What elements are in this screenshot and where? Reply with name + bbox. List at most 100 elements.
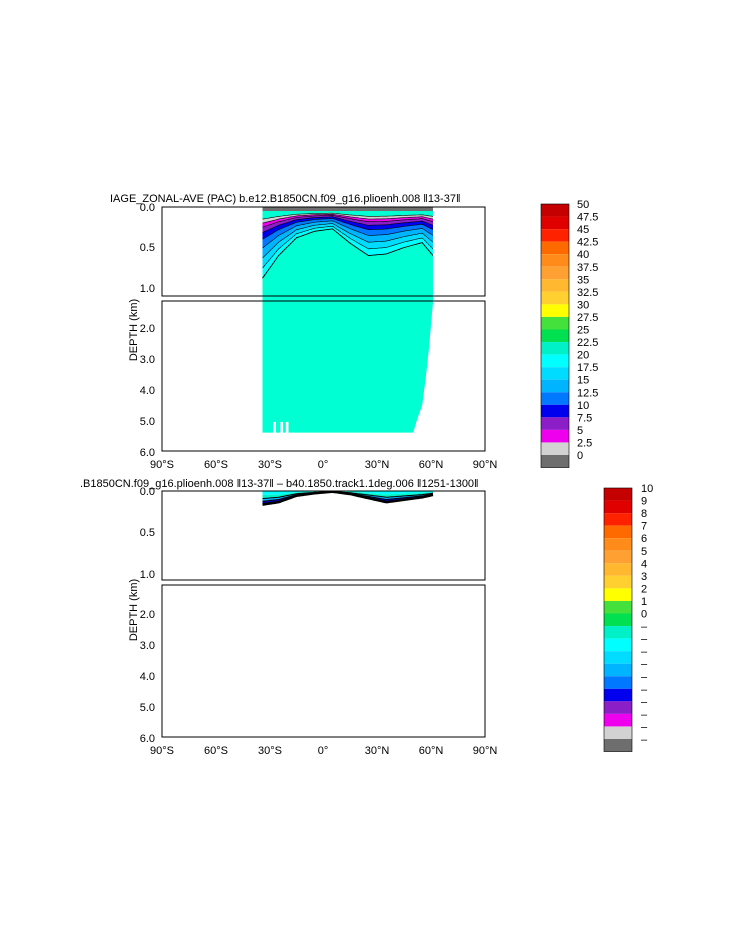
colorbar-1-swatch [541, 279, 569, 292]
panel-1-depth-band [262, 216, 433, 240]
colorbar-2-swatch [604, 726, 632, 739]
panel-1-x-tick-2: 30°S [258, 459, 282, 471]
panel-2: .B1850CN.f09_g16.plioenh.008 ‖13-37‖ – b… [80, 478, 653, 757]
panel-2-y-label: DEPTH (km) [128, 579, 140, 641]
colorbar-1-swatch [541, 266, 569, 280]
panel-2-contour-line [262, 490, 434, 506]
colorbar-2-swatch [604, 651, 632, 664]
panel-2-x-tick-0: 90°S [150, 745, 174, 757]
panel-2-y-tick-0: 0.0 [140, 486, 155, 498]
colorbar-2-label: – [641, 634, 648, 646]
panel-1-lower-ocean [262, 296, 433, 433]
colorbar-1-label: 45 [577, 224, 589, 236]
colorbar-2-label: – [641, 734, 648, 746]
panel-1-depth-band [262, 218, 433, 248]
colorbar-1-label: 0 [577, 450, 583, 462]
colorbar-2-label: 4 [641, 558, 647, 570]
panel-1-y-tick-6: 5.0 [140, 416, 155, 428]
panel-2-x-tick-5: 60°N [419, 745, 444, 757]
colorbar-2-swatch [604, 701, 632, 714]
colorbar-1-label: 20 [577, 350, 589, 362]
colorbar-1-swatch [541, 429, 569, 443]
colorbar-2-label: 5 [641, 546, 647, 558]
panel-1-depth-band [262, 214, 433, 228]
colorbar-2-swatch [604, 550, 632, 564]
panel-1-bathymetry-gap [285, 421, 289, 435]
panel-1-x-tick-6: 90°N [473, 459, 498, 471]
colorbar-1-label: 2.5 [577, 438, 592, 450]
colorbar-2-swatch [604, 713, 632, 727]
colorbar-2-label: – [641, 722, 648, 734]
colorbar-2-label: 0 [641, 609, 647, 621]
panel-2-x-ticks: 90°S 60°S 30°S 0° 30°N 60°N 90°N [150, 745, 497, 757]
colorbar-2-swatch [604, 739, 632, 752]
panel-2-y-tick-3: 2.0 [140, 609, 155, 621]
colorbar-1-swatch [541, 229, 569, 242]
panel-1-contour-line [262, 223, 434, 259]
colorbar-1-label: 30 [577, 299, 589, 311]
colorbar-1-swatch [541, 379, 569, 393]
colorbar-1-swatch [541, 442, 569, 455]
panel-2-x-tick-4: 30°N [365, 745, 390, 757]
panel-1-contour-line [262, 218, 434, 240]
colorbar-2-label: – [641, 696, 648, 708]
colorbar-2-swatch [604, 513, 632, 526]
panel-1-contour-line [262, 216, 434, 233]
colorbar-2-swatch [604, 600, 632, 614]
colorbar-2-swatch [604, 538, 632, 551]
colorbar-1-label: 27.5 [577, 312, 598, 324]
colorbar-2-frame [603, 487, 633, 752]
panel-1-contour-line [262, 220, 434, 249]
panel-2-x-tick-6: 90°N [473, 745, 498, 757]
panel-1-lower-frame [161, 300, 486, 452]
panel-2-y-tick-2: 1.0 [140, 569, 155, 581]
colorbar-1-label: 17.5 [577, 362, 598, 374]
colorbar-1-frame [540, 203, 570, 468]
colorbar-2-label: – [641, 671, 648, 683]
colorbar-2-swatch [604, 688, 632, 702]
colorbar-1-label: 40 [577, 249, 589, 261]
panel-2-y-tick-7: 6.0 [140, 733, 155, 745]
colorbar-1-label: 37.5 [577, 262, 598, 274]
panel-1-depth-band [262, 207, 433, 211]
colorbar-1-label: 15 [577, 375, 589, 387]
colorbar-2-swatch [604, 663, 632, 677]
colorbar-1-swatch [541, 204, 569, 217]
panel-1-y-ticks: 0.0 0.5 1.0 2.0 3.0 4.0 5.0 6.0 [140, 202, 155, 459]
colorbar-2-swatch [604, 488, 632, 501]
colorbar-1-swatch [541, 404, 569, 418]
panel-1-depth-band [262, 220, 433, 259]
colorbar-2-swatch [604, 626, 632, 639]
colorbar-2-label: – [641, 684, 648, 696]
colorbar-1-label: 5 [577, 425, 583, 437]
panel-2-x-tick-1: 60°S [204, 745, 228, 757]
colorbar-1-swatch [541, 216, 569, 230]
panel-1: IAGE_ZONAL-AVE (PAC) b.e12.B1850CN.f09_g… [110, 193, 598, 471]
panel-1-depth-band [262, 213, 433, 224]
colorbar-1-label: 22.5 [577, 337, 598, 349]
panel-1-y-tick-0: 0.0 [140, 202, 155, 214]
colorbar-1-swatch [541, 367, 569, 380]
panel-2-upper-frame [161, 490, 486, 581]
colorbar-2-label: – [641, 709, 648, 721]
colorbar-1-swatch [541, 392, 569, 405]
colorbar-2-swatch [604, 500, 632, 514]
colorbar-2-label: 10 [641, 483, 653, 495]
colorbar-2-swatch [604, 676, 632, 689]
panel-2-x-tick-3: 0° [318, 745, 329, 757]
colorbar-1-swatch [541, 304, 569, 317]
panel-1-y-tick-3: 2.0 [140, 323, 155, 335]
colorbar-2-swatch [604, 638, 632, 652]
colorbar-2-swatch [604, 563, 632, 576]
colorbar-2-swatch [604, 525, 632, 539]
colorbar-2-label: – [641, 621, 648, 633]
panel-2-y-ticks: 0.0 0.5 1.0 2.0 3.0 4.0 5.0 6.0 [140, 486, 155, 745]
colorbar-1-swatch [541, 291, 569, 305]
colorbar-2-label: – [641, 659, 648, 671]
panel-1-bathymetry-gap [273, 421, 276, 435]
panel-1-x-ticks: 90°S 60°S 30°S 0° 30°N 60°N 90°N [150, 459, 497, 471]
panel-1-x-tick-3: 0° [318, 459, 329, 471]
colorbar-1-label: 12.5 [577, 387, 598, 399]
